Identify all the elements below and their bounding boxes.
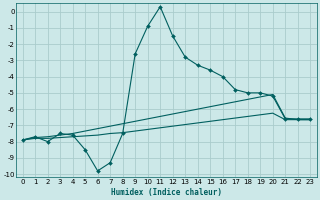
X-axis label: Humidex (Indice chaleur): Humidex (Indice chaleur) xyxy=(111,188,222,197)
